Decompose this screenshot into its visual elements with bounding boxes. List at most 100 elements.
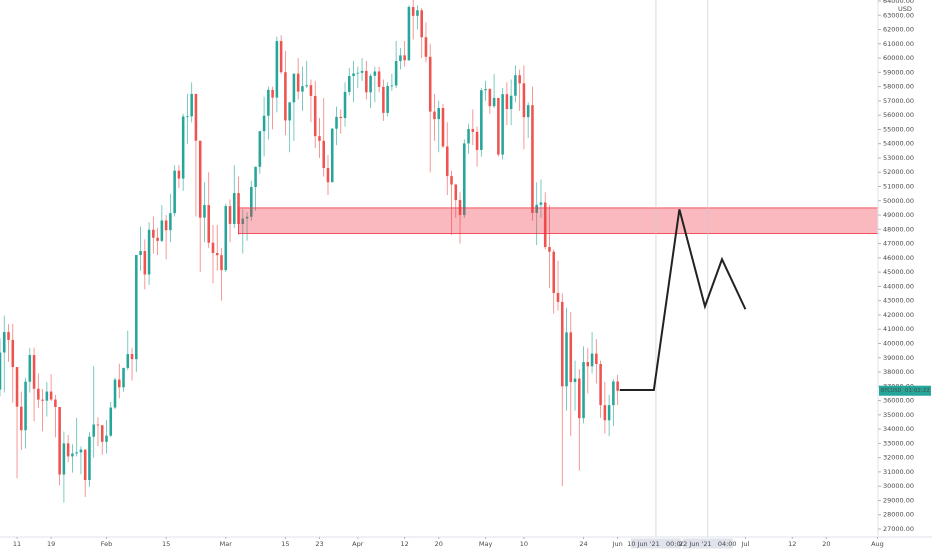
candle-body — [535, 204, 538, 213]
candle-body — [445, 146, 449, 177]
candle-body — [169, 213, 172, 231]
candle-body — [113, 379, 117, 408]
candle-body — [428, 56, 432, 112]
candle-body — [313, 95, 317, 137]
candle-body — [139, 251, 142, 256]
y-tick-label: 49000.00 — [883, 211, 914, 219]
currency-label: USD — [898, 5, 912, 13]
x-tick-label: Jul — [740, 540, 749, 548]
candle-body — [390, 85, 394, 87]
candle-body — [279, 41, 283, 73]
candle-body — [49, 391, 53, 400]
candle-body — [539, 202, 543, 205]
candle-body — [552, 251, 556, 293]
x-tick-label: 11 — [13, 540, 21, 548]
x-tick-label: 20 — [435, 540, 443, 548]
candle-body — [41, 399, 44, 401]
axes: 27000.00 28000.00 29000.00 30000.00 31000.00… — [13, 0, 931, 549]
y-tick-label: 33000.00 — [883, 439, 914, 447]
candle-body — [254, 166, 257, 187]
candle-body — [54, 399, 57, 407]
candle-body — [599, 364, 602, 406]
candle-body — [492, 97, 496, 107]
candle-body — [152, 229, 155, 238]
candle-body — [262, 115, 266, 132]
candle-body — [83, 449, 87, 481]
candle-body — [607, 405, 611, 421]
candle-body — [548, 247, 551, 252]
candle-body — [147, 229, 151, 275]
candle-body — [560, 301, 564, 387]
candle-body — [37, 388, 40, 400]
candle-body — [135, 255, 138, 360]
candle-body — [109, 407, 113, 436]
candle-body — [241, 218, 245, 225]
y-tick-label: 39000.00 — [883, 354, 914, 362]
crosshair-label-bg — [682, 538, 733, 549]
x-tick-label: Aug — [871, 540, 884, 548]
projection-line — [619, 209, 747, 392]
candle-body — [305, 85, 308, 87]
candle-body — [407, 6, 411, 61]
candle-body — [420, 10, 423, 38]
candle-body — [250, 186, 253, 217]
resistance-zone — [238, 207, 878, 235]
candle-body — [309, 85, 313, 96]
candle-body — [603, 405, 607, 421]
candle-body — [92, 424, 95, 437]
candle-body — [190, 93, 193, 117]
candle-body — [288, 102, 291, 121]
candle-body — [58, 406, 61, 475]
x-tick-label: 12 — [788, 540, 796, 548]
y-tick-label: 43000.00 — [883, 297, 914, 305]
candle-body — [484, 89, 487, 91]
y-tick-label: 47000.00 — [883, 240, 914, 248]
x-tick-label: Jun — [612, 540, 623, 548]
candle-body — [0, 352, 2, 390]
candle-body — [501, 94, 504, 155]
candle-body — [160, 220, 164, 241]
x-tick-label: May — [479, 540, 493, 548]
candle-body — [275, 41, 279, 98]
candle-body — [450, 176, 453, 185]
crosshair-label-bg — [630, 538, 681, 549]
x-tick-label: 10 — [520, 540, 528, 548]
price-label-countdown: 01:02:22 — [905, 388, 930, 394]
candle-body — [612, 381, 615, 406]
candle-body — [497, 97, 500, 155]
x-tick-label: 20 — [822, 540, 830, 548]
candle-body — [556, 292, 560, 302]
x-tick-label: Feb — [101, 540, 113, 548]
plot-area — [0, 0, 878, 537]
candle-body — [207, 205, 210, 243]
candle-body — [2, 332, 6, 353]
candle-body — [411, 6, 415, 16]
candle-body — [11, 339, 15, 368]
candle-body — [488, 89, 492, 107]
candle-body — [198, 140, 202, 218]
price-label-symbol: BTCUSD — [881, 388, 902, 394]
candle-body — [211, 242, 215, 254]
candle-body — [177, 170, 181, 179]
candle-body — [595, 353, 598, 365]
y-tick-label: 40000.00 — [883, 339, 914, 347]
candle-body — [224, 206, 228, 271]
candle-body — [582, 362, 585, 419]
y-tick-label: 62000.00 — [883, 26, 914, 34]
candle-body — [318, 136, 321, 141]
y-tick-label: 34000.00 — [883, 425, 914, 433]
candle-body — [164, 220, 168, 231]
candle-body — [20, 406, 23, 431]
candle-body — [186, 116, 189, 118]
candle-body — [531, 105, 534, 213]
x-tick-label: 24 — [579, 540, 587, 548]
candle-body — [105, 435, 108, 442]
candle-body — [518, 75, 521, 84]
candle-body — [267, 89, 270, 116]
candle-body — [505, 94, 509, 110]
candle-body — [228, 206, 232, 224]
candle-body — [117, 379, 121, 388]
candle-body — [130, 354, 134, 360]
candle-body — [467, 129, 470, 144]
candle-body — [220, 255, 223, 271]
